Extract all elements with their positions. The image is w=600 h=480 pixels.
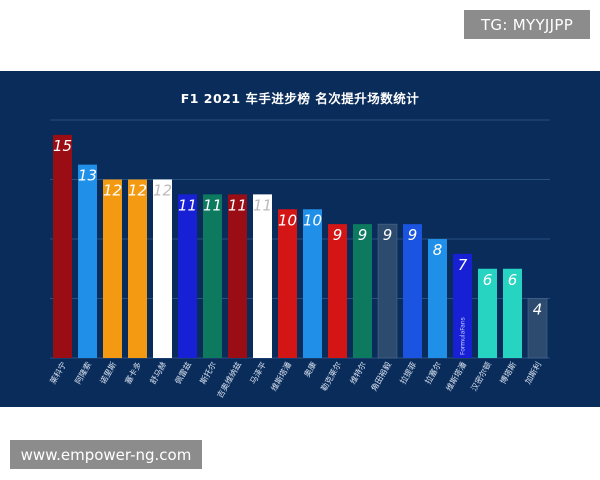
data-label: 12	[153, 182, 172, 200]
bar	[377, 223, 398, 359]
data-label: 11	[178, 196, 197, 214]
bar	[228, 194, 247, 358]
data-label: 6	[483, 271, 493, 289]
watermark-bottom: www.empower-ng.com	[10, 440, 202, 469]
bar	[253, 194, 272, 358]
tick-label: 拉塞尔	[423, 360, 444, 386]
data-label: 9	[408, 226, 418, 244]
data-label: 9	[333, 226, 343, 244]
bar	[503, 268, 522, 358]
data-label: 8	[433, 241, 443, 259]
data-label: 13	[78, 167, 97, 185]
bar	[203, 194, 222, 358]
bar	[103, 179, 122, 358]
bar	[328, 224, 347, 358]
watermark-top: TG: MYYJJPP	[464, 10, 590, 39]
tick-label: 加斯利	[523, 360, 544, 386]
data-label: 15	[53, 137, 72, 155]
data-label: 11	[203, 196, 222, 214]
tick-label: 拉提菲	[398, 360, 419, 386]
bar	[428, 239, 447, 358]
bar	[527, 298, 548, 359]
bar	[278, 209, 297, 358]
tick-label: 吉奥维纳兹	[215, 360, 244, 400]
data-label: 9	[358, 226, 368, 244]
tick-label: 斯托尔	[198, 360, 219, 386]
tick-label: 勒克莱尔	[319, 360, 344, 393]
tick-label: 奥康	[302, 360, 319, 379]
data-label: 10	[278, 211, 297, 229]
data-label: 11	[253, 196, 272, 214]
data-label: 10	[303, 211, 322, 229]
tick-label: 舒马赫	[148, 360, 169, 386]
tick-label: 塞卡多	[123, 360, 144, 386]
bar	[178, 194, 197, 358]
data-label: 7	[458, 256, 468, 274]
data-label: 6	[508, 271, 518, 289]
data-label: 12	[128, 182, 147, 200]
data-label: 9	[383, 226, 393, 244]
bar-inner-text: FormulaFans	[460, 317, 467, 355]
bar	[353, 224, 372, 358]
bar	[78, 164, 97, 358]
bar	[453, 253, 472, 358]
tick-label: 诺里斯	[98, 360, 119, 386]
bar	[153, 179, 172, 358]
data-label: 11	[228, 196, 247, 214]
data-label: 12	[103, 182, 122, 200]
bar	[128, 179, 147, 358]
bar	[303, 209, 322, 358]
bar	[53, 134, 72, 358]
bar	[403, 224, 422, 358]
tick-label: 角田裕毅	[369, 360, 394, 393]
tick-label: 莱科宁	[48, 360, 69, 386]
tick-label: 马泽平	[248, 361, 268, 386]
tick-label: 维斯塔潘	[444, 360, 469, 393]
tick-label: 汉密尔顿	[469, 360, 494, 393]
tick-label: 维特尔	[348, 360, 369, 386]
tick-label: 阿隆索	[73, 360, 94, 386]
tick-label: 佩雷兹	[173, 360, 194, 386]
tick-label: 维斯塔潘	[269, 360, 294, 393]
data-label: 4	[533, 301, 543, 319]
bar	[478, 268, 497, 358]
chart-title: F1 2021 车手进步榜 名次提升场数统计	[180, 91, 420, 106]
tick-label: 博塔斯	[498, 360, 519, 386]
